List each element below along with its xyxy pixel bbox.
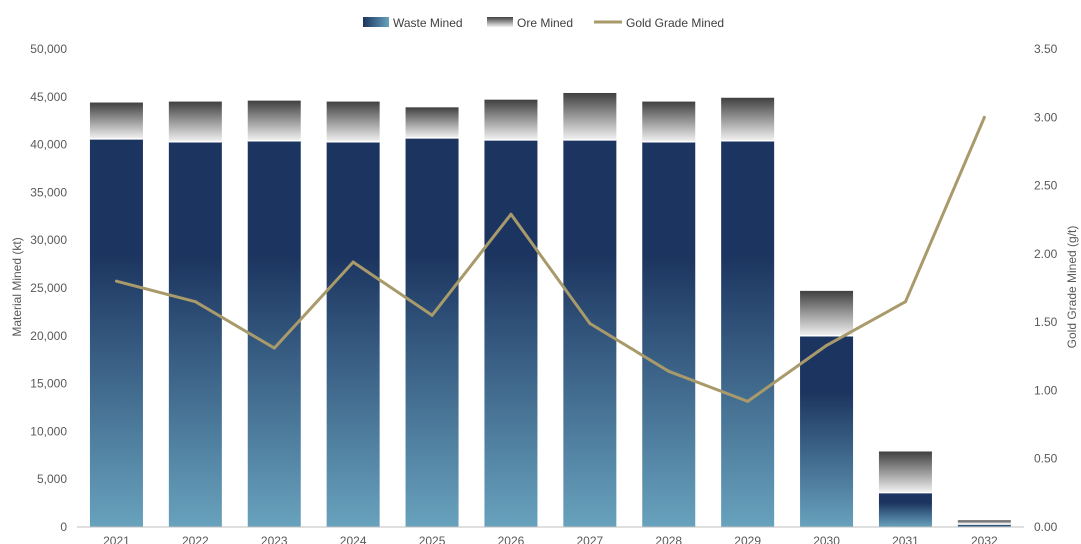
grade-point bbox=[430, 313, 434, 317]
ore-bar bbox=[89, 102, 143, 139]
grade-point bbox=[667, 369, 671, 373]
x-tick-label: 2021 bbox=[103, 534, 130, 544]
legend-item-ore: Ore Mined bbox=[487, 16, 573, 30]
x-tick-label: 2022 bbox=[182, 534, 209, 544]
y2-tick-label: 3.00 bbox=[1034, 110, 1058, 124]
waste-bar bbox=[878, 492, 932, 527]
y-tick-label: 15,000 bbox=[30, 377, 67, 391]
legend-item-waste: Waste Mined bbox=[363, 16, 463, 30]
legend-swatch-waste bbox=[363, 17, 389, 27]
y-tick-label: 25,000 bbox=[30, 281, 67, 295]
y2-tick-label: 2.50 bbox=[1034, 179, 1058, 193]
ore-bar bbox=[168, 101, 222, 142]
grade-line bbox=[116, 116, 986, 403]
ore-bar bbox=[721, 97, 775, 141]
grade-point bbox=[193, 300, 197, 304]
legend-label-ore: Ore Mined bbox=[517, 16, 573, 30]
waste-bar bbox=[326, 141, 380, 527]
ore-bar bbox=[247, 100, 301, 141]
ore-bar bbox=[800, 290, 854, 336]
y-axis-ticks: 0 5,000 10,000 15,000 20,000 25,000 30,000 35,0… bbox=[30, 42, 67, 534]
y-tick-label: 35,000 bbox=[30, 185, 67, 199]
ore-bar bbox=[642, 101, 696, 142]
y2-tick-label: 1.00 bbox=[1034, 383, 1058, 397]
y2-tick-label: 2.00 bbox=[1034, 247, 1058, 261]
y-tick-label: 40,000 bbox=[30, 138, 67, 152]
grade-point bbox=[509, 212, 513, 216]
y2-tick-label: 0.50 bbox=[1034, 452, 1058, 466]
grade-point bbox=[825, 343, 829, 347]
y-tick-label: 45,000 bbox=[30, 90, 67, 104]
grade-point bbox=[272, 346, 276, 350]
x-tick-label: 2025 bbox=[419, 534, 446, 544]
waste-bar bbox=[957, 524, 1011, 527]
grade-point bbox=[982, 115, 986, 119]
waste-bar bbox=[721, 140, 775, 527]
grade-line-series bbox=[114, 115, 986, 403]
x-tick-label: 2030 bbox=[813, 534, 840, 544]
x-tick-label: 2024 bbox=[340, 534, 367, 544]
waste-bar bbox=[800, 335, 854, 527]
y-tick-label: 50,000 bbox=[30, 42, 67, 56]
waste-bar bbox=[484, 139, 538, 527]
waste-bar bbox=[89, 138, 143, 527]
grade-point bbox=[746, 399, 750, 403]
y-tick-label: 5,000 bbox=[37, 472, 67, 486]
x-tick-label: 2026 bbox=[498, 534, 525, 544]
ore-bar bbox=[484, 99, 538, 140]
ore-bar bbox=[878, 451, 932, 493]
ore-bar bbox=[326, 101, 380, 142]
grade-point bbox=[903, 300, 907, 304]
y-tick-label: 10,000 bbox=[30, 424, 67, 438]
x-tick-label: 2029 bbox=[734, 534, 761, 544]
ore-bar bbox=[563, 92, 617, 140]
x-tick-label: 2023 bbox=[261, 534, 288, 544]
y2-tick-label: 3.50 bbox=[1034, 42, 1058, 56]
y-axis-title: Material Mined (kt) bbox=[10, 237, 24, 336]
grade-point bbox=[351, 260, 355, 264]
grade-point bbox=[588, 322, 592, 326]
legend-item-grade: Gold Grade Mined bbox=[594, 16, 724, 30]
ore-bar bbox=[405, 107, 459, 138]
waste-bar bbox=[168, 141, 222, 527]
y2-tick-label: 1.50 bbox=[1034, 315, 1058, 329]
waste-bar bbox=[405, 137, 459, 527]
x-tick-label: 2028 bbox=[655, 534, 682, 544]
y-tick-label: 20,000 bbox=[30, 329, 67, 343]
y-tick-label: 0 bbox=[60, 520, 67, 534]
x-axis-ticks: 2021 2022 2023 2024 2025 2026 2027 2028 2029 2030… bbox=[103, 534, 998, 544]
y2-tick-label: 0.00 bbox=[1034, 520, 1058, 534]
y2-axis-title: Gold Grade Mined (g/t) bbox=[1065, 226, 1079, 349]
y-tick-label: 30,000 bbox=[30, 233, 67, 247]
x-tick-label: 2032 bbox=[971, 534, 998, 544]
waste-bar bbox=[247, 140, 301, 527]
x-tick-label: 2031 bbox=[892, 534, 919, 544]
ore-bar bbox=[957, 520, 1011, 525]
waste-bar bbox=[642, 141, 696, 527]
legend-label-grade: Gold Grade Mined bbox=[626, 16, 724, 30]
grade-point bbox=[114, 279, 118, 283]
x-tick-label: 2027 bbox=[576, 534, 603, 544]
legend: Waste Mined Ore Mined Gold Grade Mined bbox=[363, 16, 724, 30]
legend-label-waste: Waste Mined bbox=[393, 16, 463, 30]
legend-swatch-ore bbox=[487, 17, 513, 27]
y2-axis-ticks: 0.00 0.50 1.00 1.50 2.00 2.50 3.00 3.50 bbox=[1034, 42, 1058, 534]
bars bbox=[89, 92, 1011, 527]
